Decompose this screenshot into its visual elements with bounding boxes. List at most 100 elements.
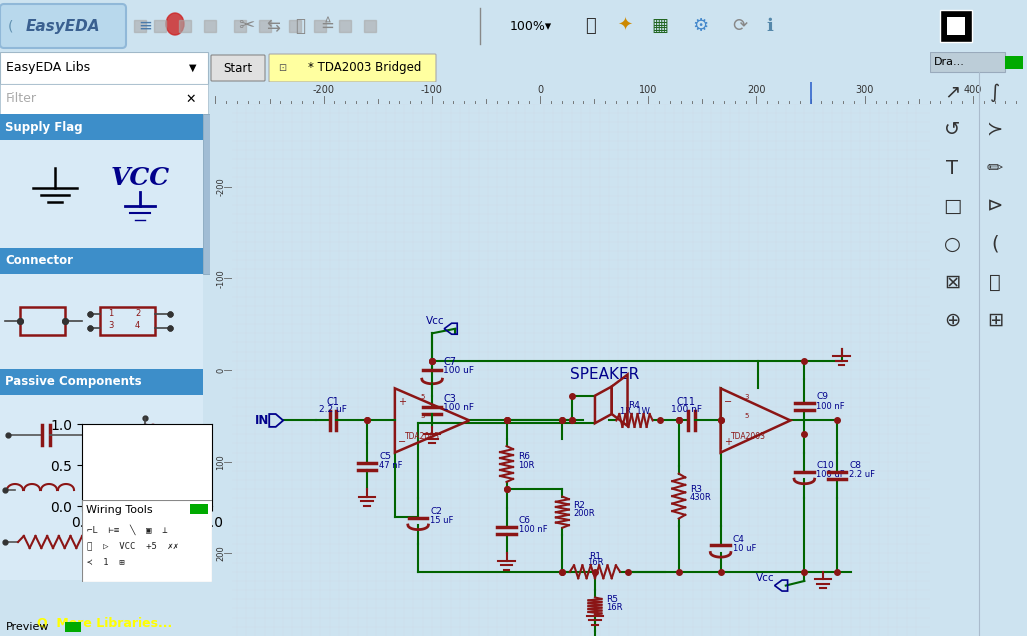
Text: C10: C10 — [816, 461, 834, 470]
Text: ▼: ▼ — [189, 63, 196, 73]
Text: ⊿  ▷  VCC  +5  ✗✗: ⊿ ▷ VCC +5 ✗✗ — [87, 541, 179, 551]
Text: −: − — [724, 397, 732, 407]
Text: C2: C2 — [430, 507, 442, 516]
Text: ⊠: ⊠ — [944, 272, 960, 291]
Text: Dra...: Dra... — [934, 57, 965, 67]
Text: ⊕: ⊕ — [944, 310, 960, 329]
Text: ✏: ✏ — [987, 158, 1003, 177]
Bar — [1005, 56, 1023, 69]
Text: ✂: ✂ — [238, 17, 255, 36]
Text: C8: C8 — [849, 461, 861, 470]
Text: TDA2003: TDA2003 — [731, 432, 766, 441]
Text: 200R: 200R — [573, 509, 596, 518]
Bar — [0, 369, 203, 395]
Text: 2.2 uF: 2.2 uF — [849, 470, 875, 480]
Text: 3: 3 — [108, 321, 113, 330]
Text: 100 nF: 100 nF — [444, 403, 474, 412]
Text: 1: 1 — [108, 309, 113, 318]
Text: ⊳: ⊳ — [987, 197, 1003, 216]
Text: SPEAKER: SPEAKER — [570, 367, 639, 382]
Text: ⊞: ⊞ — [987, 310, 1003, 329]
Bar — [20, 307, 65, 335]
Text: (: ( — [991, 235, 998, 254]
Text: ▦: ▦ — [651, 17, 669, 35]
Text: -200: -200 — [217, 177, 226, 196]
Text: Wiring Tools: Wiring Tools — [86, 505, 153, 515]
Text: 400: 400 — [963, 85, 982, 95]
Bar — [190, 504, 208, 514]
Text: ≡: ≡ — [138, 17, 152, 35]
Text: EasyEDA Libs: EasyEDA Libs — [6, 62, 90, 74]
Text: 200: 200 — [748, 85, 766, 95]
Text: R6: R6 — [518, 452, 530, 462]
Text: Q  More Libraries...: Q More Libraries... — [37, 616, 173, 629]
Text: 100: 100 — [217, 454, 226, 469]
Text: 0: 0 — [217, 368, 226, 373]
Text: ⧉: ⧉ — [295, 17, 305, 35]
Text: Connector: Connector — [5, 254, 73, 268]
Text: Start: Start — [224, 62, 253, 74]
Bar — [0, 52, 208, 84]
Bar — [100, 307, 155, 335]
Text: 1R, 1W: 1R, 1W — [619, 407, 649, 416]
Text: ≻: ≻ — [987, 120, 1003, 139]
Text: C11: C11 — [677, 397, 695, 407]
Text: Passive Components: Passive Components — [5, 375, 142, 389]
Text: -100: -100 — [421, 85, 443, 95]
Text: VCC: VCC — [111, 166, 169, 190]
Text: 100 uF: 100 uF — [444, 366, 474, 375]
Text: +: + — [398, 397, 407, 407]
Text: ⚙: ⚙ — [692, 17, 708, 35]
Text: ↗: ↗ — [944, 83, 960, 102]
Text: 100: 100 — [639, 85, 657, 95]
Text: 2: 2 — [135, 309, 141, 318]
Text: 2.2 uF: 2.2 uF — [318, 405, 346, 414]
Bar — [65, 622, 81, 632]
Text: 100 nF: 100 nF — [671, 405, 701, 414]
Text: 300: 300 — [855, 85, 874, 95]
Text: C7: C7 — [444, 357, 456, 368]
Text: 47 nF: 47 nF — [379, 461, 403, 470]
Text: 100 nF: 100 nF — [519, 525, 547, 534]
Text: 200: 200 — [217, 546, 226, 562]
Text: □: □ — [943, 197, 961, 216]
Bar — [0, 84, 208, 114]
Bar — [930, 52, 1005, 72]
Text: ✦: ✦ — [617, 17, 633, 35]
Text: Supply Flag: Supply Flag — [5, 120, 82, 134]
Bar — [0, 114, 203, 140]
Bar — [203, 114, 210, 274]
Text: 100 uF: 100 uF — [816, 470, 845, 480]
Text: 4: 4 — [135, 321, 141, 330]
Text: 5: 5 — [745, 413, 749, 418]
Text: (: ( — [8, 19, 13, 33]
Text: ✋: ✋ — [989, 272, 1001, 291]
Bar — [0, 248, 203, 274]
FancyBboxPatch shape — [211, 55, 265, 81]
Text: ↺: ↺ — [944, 120, 960, 139]
Text: -200: -200 — [312, 85, 335, 95]
Text: C6: C6 — [519, 516, 531, 525]
Text: 100 nF: 100 nF — [816, 401, 845, 410]
Bar — [947, 17, 965, 35]
Text: 16R: 16R — [606, 603, 622, 612]
Text: 430R: 430R — [690, 493, 712, 502]
Text: 10R: 10R — [518, 460, 534, 470]
Text: T: T — [946, 158, 958, 177]
Text: Vcc: Vcc — [756, 573, 774, 583]
Text: 🔍: 🔍 — [584, 17, 596, 35]
Text: +: + — [724, 436, 732, 446]
Text: C5: C5 — [379, 452, 391, 461]
Ellipse shape — [166, 13, 184, 35]
Text: ≜: ≜ — [320, 17, 334, 35]
Text: 16R: 16R — [586, 558, 603, 567]
Text: 100%▾: 100%▾ — [510, 20, 553, 32]
Bar — [0, 140, 203, 248]
FancyBboxPatch shape — [269, 54, 436, 82]
Text: Preview: Preview — [6, 622, 49, 632]
Text: ⇆: ⇆ — [266, 17, 280, 35]
Text: R3: R3 — [690, 485, 701, 494]
FancyBboxPatch shape — [0, 4, 126, 48]
Text: TDA2003: TDA2003 — [406, 432, 441, 441]
Text: C3: C3 — [444, 394, 456, 404]
